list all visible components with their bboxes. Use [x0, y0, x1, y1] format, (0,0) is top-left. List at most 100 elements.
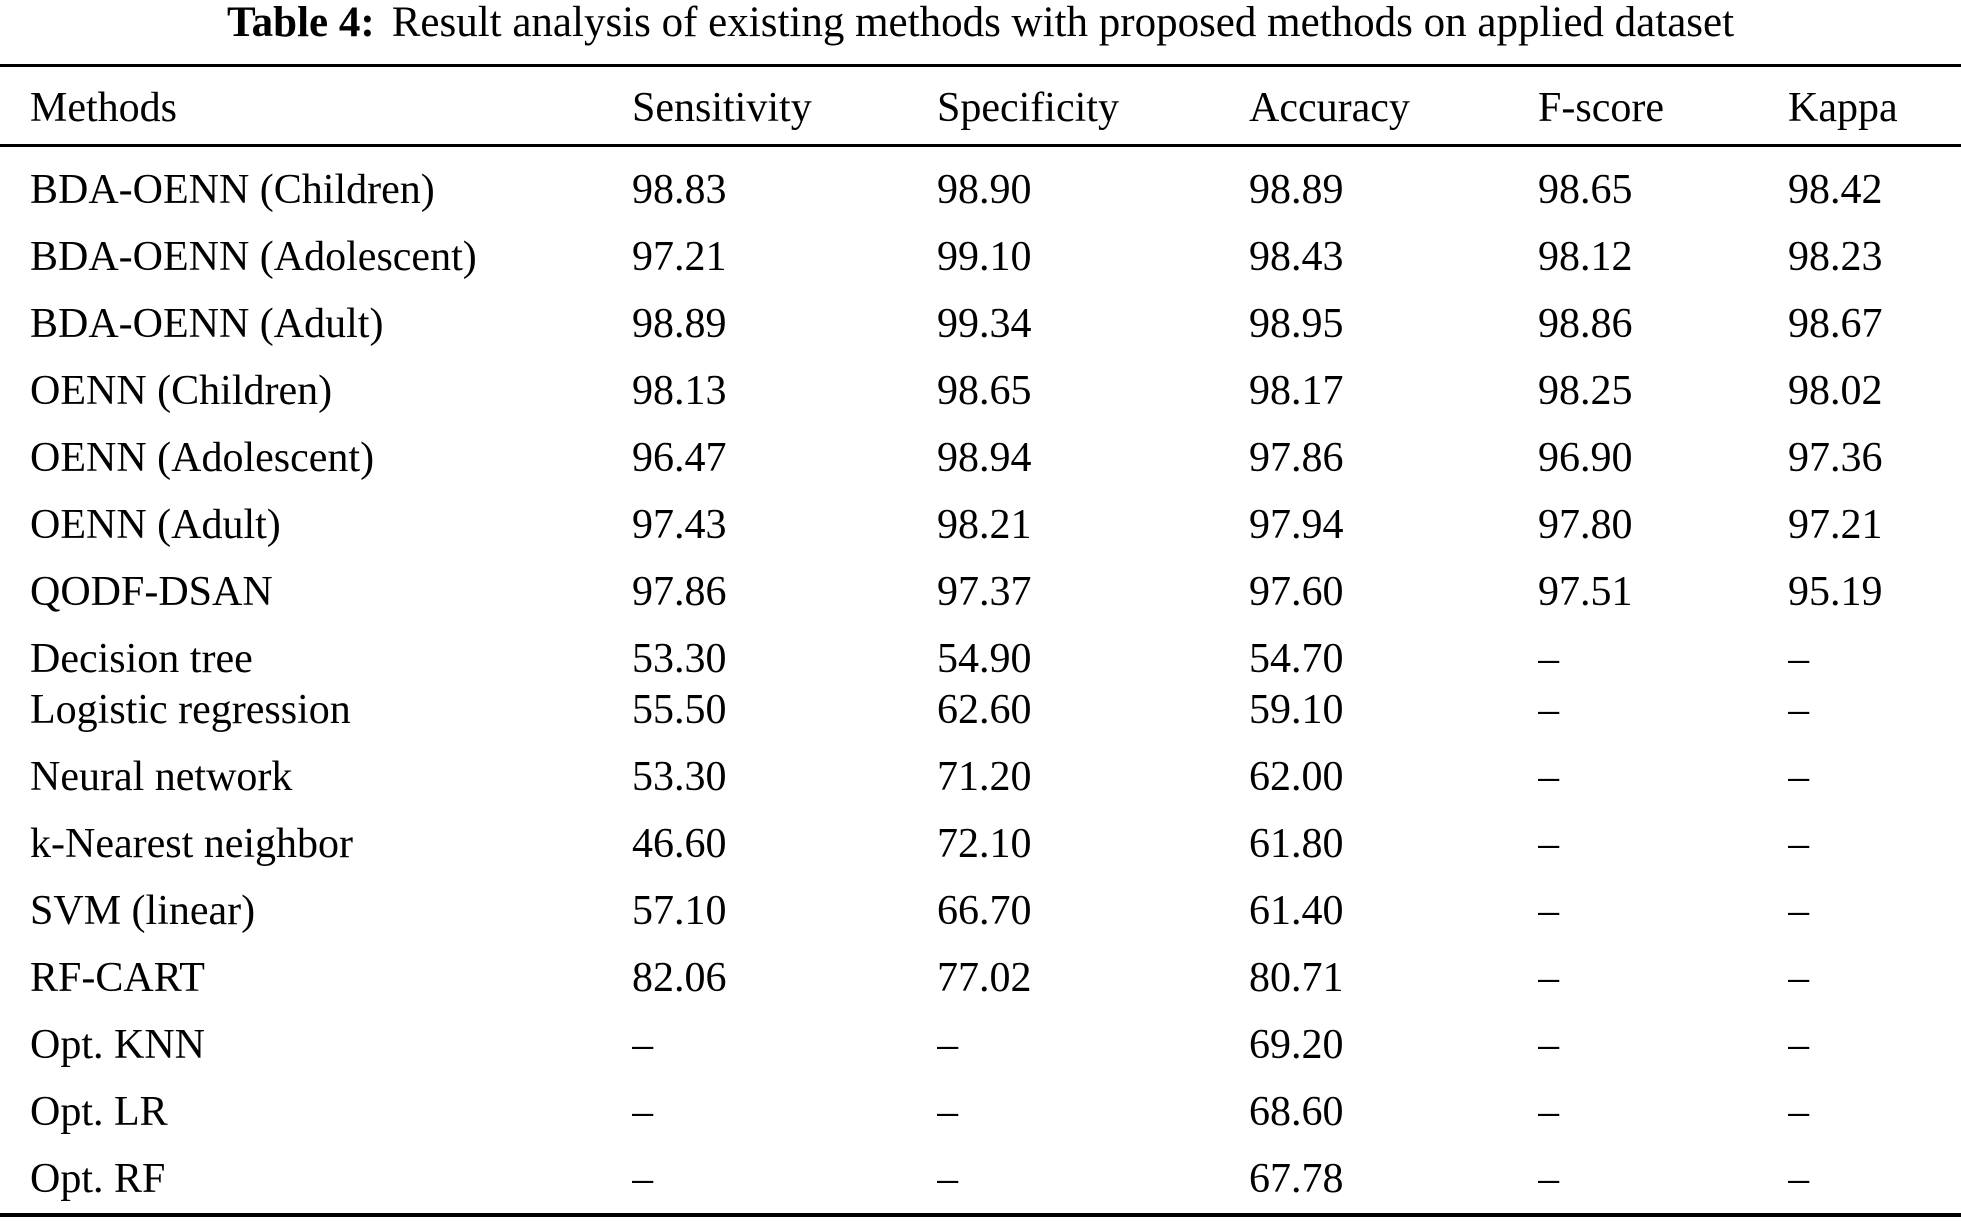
sensitivity-cell: 97.21 — [632, 234, 727, 280]
specificity-cell: 54.90 — [937, 636, 1032, 682]
table-row: Opt. RF – – 67.78 – – — [0, 1146, 1961, 1215]
fscore-cell: – — [1538, 821, 1559, 867]
specificity-cell: 99.34 — [937, 301, 1032, 347]
fscore-cell: 98.86 — [1538, 301, 1633, 347]
column-header-accuracy: Accuracy — [1249, 65, 1538, 147]
table-row: OENN (Adolescent) 96.47 98.94 97.86 96.9… — [0, 425, 1961, 492]
method-cell: k-Nearest neighbor — [30, 821, 354, 867]
kappa-cell: – — [1788, 888, 1809, 934]
specificity-cell: 99.10 — [937, 234, 1032, 280]
column-header-kappa: Kappa — [1788, 65, 1961, 147]
sensitivity-cell: – — [632, 1089, 653, 1135]
table-header-row: Methods Sensitivity Specificity Accuracy… — [0, 65, 1961, 147]
fscore-cell: – — [1538, 636, 1559, 682]
accuracy-cell: 97.86 — [1249, 435, 1344, 481]
kappa-cell: – — [1788, 1156, 1809, 1202]
specificity-cell: – — [937, 1022, 958, 1068]
sensitivity-cell: 96.47 — [632, 435, 727, 481]
results-table: Methods Sensitivity Specificity Accuracy… — [0, 64, 1961, 1217]
kappa-cell: – — [1788, 1089, 1809, 1135]
accuracy-cell: 97.60 — [1249, 569, 1344, 615]
table-row: k-Nearest neighbor 46.60 72.10 61.80 – – — [0, 811, 1961, 878]
sensitivity-cell: 55.50 — [632, 687, 727, 733]
accuracy-cell: 68.60 — [1249, 1089, 1344, 1135]
fscore-cell: 96.90 — [1538, 435, 1633, 481]
method-cell: RF-CART — [30, 955, 205, 1001]
table-row: OENN (Adult) 97.43 98.21 97.94 97.80 97.… — [0, 492, 1961, 559]
accuracy-cell: 98.95 — [1249, 301, 1344, 347]
column-header-specificity: Specificity — [937, 65, 1249, 147]
accuracy-cell: 98.89 — [1249, 167, 1344, 213]
method-cell: Decision tree — [30, 636, 253, 682]
specificity-cell: 97.37 — [937, 569, 1032, 615]
fscore-cell: – — [1538, 754, 1559, 800]
sensitivity-cell: 53.30 — [632, 636, 727, 682]
table-row: Decision tree 53.30 54.90 54.70 – – — [0, 626, 1961, 685]
accuracy-cell: 59.10 — [1249, 687, 1344, 733]
method-cell: OENN (Adolescent) — [30, 435, 375, 481]
method-cell: Logistic regression — [30, 687, 351, 733]
accuracy-cell: 61.80 — [1249, 821, 1344, 867]
specificity-cell: 62.60 — [937, 687, 1032, 733]
accuracy-cell: 80.71 — [1249, 955, 1344, 1001]
kappa-cell: – — [1788, 955, 1809, 1001]
specificity-cell: 98.21 — [937, 502, 1032, 548]
specificity-cell: – — [937, 1089, 958, 1135]
fscore-cell: – — [1538, 1156, 1559, 1202]
accuracy-cell: 62.00 — [1249, 754, 1344, 800]
table-row: SVM (linear) 57.10 66.70 61.40 – – — [0, 878, 1961, 945]
method-cell: Opt. KNN — [30, 1022, 205, 1068]
table-row: BDA-OENN (Children) 98.83 98.90 98.89 98… — [0, 146, 1961, 225]
sensitivity-cell: – — [632, 1022, 653, 1068]
fscore-cell: – — [1538, 888, 1559, 934]
column-header-sensitivity: Sensitivity — [632, 65, 937, 147]
table-row: Neural network 53.30 71.20 62.00 – – — [0, 744, 1961, 811]
kappa-cell: 95.19 — [1788, 569, 1883, 615]
kappa-cell: – — [1788, 754, 1809, 800]
fscore-cell: 98.65 — [1538, 167, 1633, 213]
table-row: Logistic regression 55.50 62.60 59.10 – … — [0, 685, 1961, 744]
specificity-cell: 77.02 — [937, 955, 1032, 1001]
sensitivity-cell: 82.06 — [632, 955, 727, 1001]
kappa-cell: 98.67 — [1788, 301, 1883, 347]
method-cell: Opt. LR — [30, 1089, 168, 1135]
sensitivity-cell: 98.89 — [632, 301, 727, 347]
table-row: BDA-OENN (Adult) 98.89 99.34 98.95 98.86… — [0, 291, 1961, 358]
accuracy-cell: 97.94 — [1249, 502, 1344, 548]
method-cell: OENN (Children) — [30, 368, 333, 414]
accuracy-cell: 61.40 — [1249, 888, 1344, 934]
specificity-cell: 72.10 — [937, 821, 1032, 867]
fscore-cell: 98.12 — [1538, 234, 1633, 280]
kappa-cell: – — [1788, 821, 1809, 867]
fscore-cell: – — [1538, 1022, 1559, 1068]
specificity-cell: 71.20 — [937, 754, 1032, 800]
table-row: QODF-DSAN 97.86 97.37 97.60 97.51 95.19 — [0, 559, 1961, 626]
fscore-cell: – — [1538, 955, 1559, 1001]
table-caption: Table 4: Result analysis of existing meth… — [0, 0, 1961, 45]
accuracy-cell: 67.78 — [1249, 1156, 1344, 1202]
sensitivity-cell: 98.83 — [632, 167, 727, 213]
kappa-cell: – — [1788, 636, 1809, 682]
method-cell: Neural network — [30, 754, 293, 800]
method-cell: BDA-OENN (Children) — [30, 167, 435, 213]
kappa-cell: 98.23 — [1788, 234, 1883, 280]
table-row: OENN (Children) 98.13 98.65 98.17 98.25 … — [0, 358, 1961, 425]
table-row: Opt. LR – – 68.60 – – — [0, 1079, 1961, 1146]
accuracy-cell: 98.17 — [1249, 368, 1344, 414]
kappa-cell: 97.36 — [1788, 435, 1883, 481]
method-cell: OENN (Adult) — [30, 502, 281, 548]
column-header-fscore: F-score — [1538, 65, 1788, 147]
method-cell: Opt. RF — [30, 1156, 166, 1202]
specificity-cell: – — [937, 1156, 958, 1202]
kappa-cell: 98.42 — [1788, 167, 1883, 213]
specificity-cell: 98.90 — [937, 167, 1032, 213]
kappa-cell: – — [1788, 687, 1809, 733]
sensitivity-cell: 57.10 — [632, 888, 727, 934]
kappa-cell: 98.02 — [1788, 368, 1883, 414]
fscore-cell: – — [1538, 687, 1559, 733]
table-caption-text: Result analysis of existing methods with… — [391, 0, 1735, 46]
accuracy-cell: 98.43 — [1249, 234, 1344, 280]
kappa-cell: – — [1788, 1022, 1809, 1068]
kappa-cell: 97.21 — [1788, 502, 1883, 548]
